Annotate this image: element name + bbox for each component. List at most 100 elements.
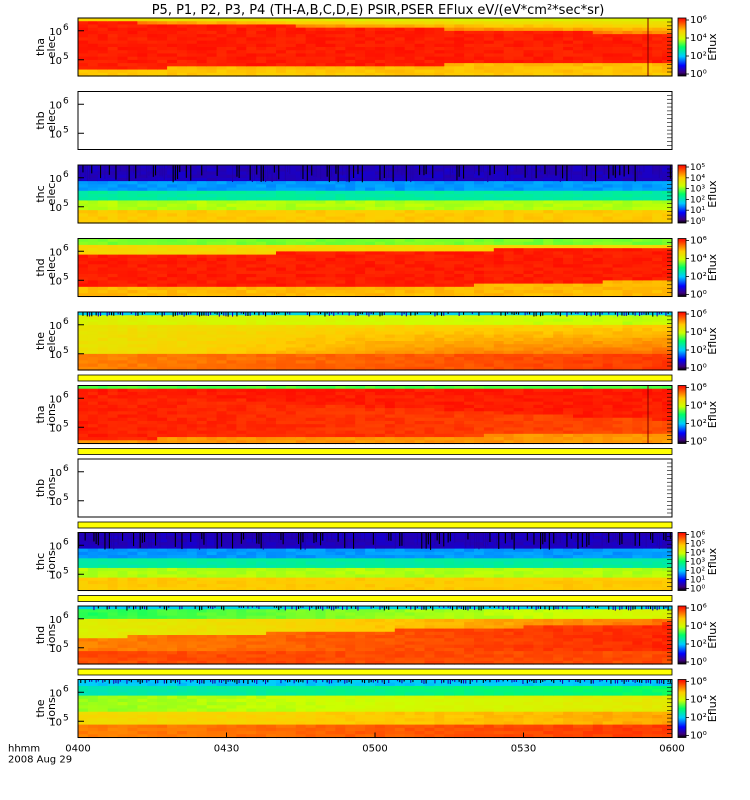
heatmap-cell [147, 388, 158, 393]
heatmap-cell [503, 264, 515, 269]
heatmap-cell [167, 318, 178, 323]
heatmap-cell [632, 203, 643, 208]
heatmap-cell [483, 321, 495, 326]
heatmap-cell [493, 347, 505, 352]
heatmap-cell [573, 190, 584, 195]
heatmap-cell [167, 366, 178, 371]
heatmap-cell [483, 213, 495, 218]
heatmap-cell [276, 254, 287, 259]
heatmap-cell [276, 30, 287, 35]
noise-stripe [254, 165, 256, 180]
heatmap-cell [78, 328, 89, 332]
heatmap-cell [266, 337, 277, 342]
heatmap-cell [87, 24, 99, 29]
heatmap-cell [622, 341, 633, 345]
heatmap-cell [315, 194, 327, 198]
heatmap-cell [375, 72, 386, 77]
heatmap-cell [335, 270, 346, 275]
heatmap-cell [315, 341, 327, 345]
heatmap-cell [147, 341, 158, 345]
heatmap-cell [157, 43, 168, 48]
heatmap-cell [117, 244, 129, 249]
heatmap-cell [434, 261, 445, 265]
heatmap-cell [295, 43, 307, 48]
heatmap-cell [345, 30, 356, 35]
noise-stripe [456, 165, 458, 181]
heatmap-cell [493, 50, 505, 55]
heatmap-cell [107, 200, 119, 205]
heatmap-cell [404, 190, 416, 195]
heatmap-cell [662, 261, 673, 265]
heatmap-cell [256, 190, 267, 195]
heatmap-cell [236, 267, 247, 272]
heatmap-cell [325, 187, 336, 192]
heatmap-cell [196, 47, 208, 51]
heatmap-cell [553, 27, 564, 32]
heatmap-cell [632, 273, 643, 278]
heatmap-cell [177, 24, 188, 29]
heatmap-cell [582, 324, 594, 329]
heatmap-cell [157, 440, 168, 445]
heatmap-cell [592, 213, 604, 218]
heatmap-cell [404, 187, 416, 192]
heatmap-cell [434, 248, 445, 252]
heatmap-cell [563, 165, 574, 169]
heatmap-cell [305, 174, 317, 179]
heatmap-cell [186, 219, 198, 224]
heatmap-cell [444, 267, 455, 272]
heatmap-cell [87, 244, 99, 249]
heatmap-cell [276, 344, 287, 349]
heatmap-cell [315, 290, 327, 294]
heatmap-cell [612, 273, 624, 278]
heatmap-cell [137, 411, 148, 416]
heatmap-cell [662, 363, 673, 368]
heatmap-cell [345, 321, 356, 326]
heatmap-cell [186, 334, 198, 339]
heatmap-cell [434, 30, 445, 35]
heatmap-cell [206, 190, 218, 195]
heatmap-cell [582, 357, 594, 361]
heatmap-cell [305, 261, 317, 265]
heatmap-cell [404, 63, 416, 67]
heatmap-cell [305, 267, 317, 272]
heatmap-cell [582, 174, 594, 179]
heatmap-cell [662, 197, 673, 202]
heatmap-cell [315, 40, 327, 45]
heatmap-cell [384, 290, 396, 294]
heatmap-cell [117, 200, 129, 205]
noise-stripe [595, 312, 597, 316]
heatmap-cell [117, 280, 129, 285]
heatmap-cell [117, 360, 129, 365]
heatmap-cell [157, 420, 168, 425]
heatmap-cell [612, 324, 624, 329]
heatmap-cell [177, 286, 188, 291]
heatmap-cell [503, 53, 515, 58]
heatmap-cell [404, 50, 416, 55]
heatmap-cell [573, 165, 584, 169]
heatmap-cell [87, 430, 99, 435]
noise-stripe [432, 165, 434, 179]
heatmap-cell [632, 69, 643, 74]
heatmap-cell [226, 261, 237, 265]
heatmap-cell [553, 251, 564, 256]
noise-stripe [403, 165, 405, 173]
heatmap-cell [454, 264, 465, 269]
heatmap-cell [206, 50, 218, 55]
heatmap-cell [464, 168, 475, 173]
heatmap-cell [642, 290, 653, 294]
heatmap-cell [157, 350, 168, 355]
heatmap-cell [107, 47, 119, 51]
heatmap-cell [137, 30, 148, 35]
y-axis-label: thdelec [34, 256, 58, 279]
heatmap-cell [137, 174, 148, 179]
heatmap-cell [573, 293, 584, 298]
heatmap-cell [78, 69, 89, 74]
heatmap-cell [127, 37, 138, 42]
heatmap-cell [592, 341, 604, 345]
heatmap-cell [652, 264, 663, 269]
heatmap-cell [315, 254, 327, 259]
heatmap-cell [464, 59, 475, 64]
heatmap-cell [375, 43, 386, 48]
heatmap-cell [434, 197, 445, 202]
heatmap-cell [78, 404, 89, 409]
